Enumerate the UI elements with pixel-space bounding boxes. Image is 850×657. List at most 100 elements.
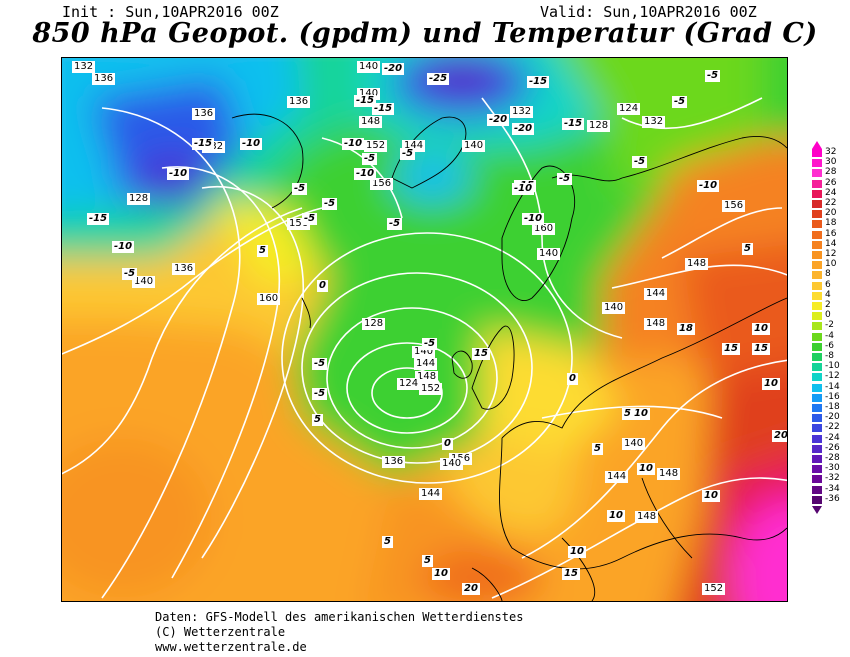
scale-level: 20 — [812, 208, 850, 219]
geopotential-label: 124 — [617, 103, 641, 115]
scale-swatch — [812, 424, 822, 433]
temperature-label: 5 — [422, 555, 433, 567]
temperature-label: -5 — [557, 173, 573, 185]
scale-tick-label: -24 — [825, 432, 840, 443]
geopotential-label: 152 — [419, 383, 443, 395]
scale-tick-label: 12 — [825, 249, 837, 259]
temperature-label: -5 — [302, 213, 318, 225]
geopotential-label: 144 — [644, 288, 668, 300]
temperature-label: -5 — [400, 148, 416, 160]
scale-level: -24 — [812, 432, 850, 443]
scale-tick-label: 6 — [825, 279, 831, 290]
scale-tick-label: -22 — [825, 422, 840, 433]
scale-level: 18 — [812, 218, 850, 229]
temperature-label: -20 — [382, 63, 405, 75]
scale-swatch — [812, 383, 822, 392]
scale-tick-label: -12 — [825, 371, 840, 382]
scale-tick-label: 14 — [825, 238, 837, 249]
geopotential-label: 156 — [722, 200, 746, 212]
geopotential-label: 148 — [644, 318, 668, 330]
scale-swatch — [812, 251, 822, 259]
scale-swatch — [812, 302, 822, 310]
scale-swatch — [812, 342, 822, 351]
scale-level: -26 — [812, 442, 850, 453]
temperature-label: 10 — [702, 490, 720, 502]
scale-tick-label: 4 — [825, 289, 831, 300]
scale-tick-label: -18 — [825, 402, 840, 412]
temperature-label: -25 — [427, 73, 450, 85]
geopotential-label: 148 — [635, 511, 659, 523]
scale-swatch — [812, 210, 822, 219]
scale-tick-label: 30 — [825, 157, 837, 168]
geopotential-label: 160 — [532, 223, 556, 235]
geopotential-label: 152 — [364, 140, 388, 152]
temperature-label: -10 — [167, 168, 190, 180]
temperature-label: 15 — [562, 568, 580, 580]
geopotential-label: 128 — [587, 120, 611, 132]
geopotential-label: 136 — [172, 263, 196, 275]
website-link[interactable]: www.wetterzentrale.de — [155, 640, 307, 654]
scale-tick-label: -36 — [825, 493, 840, 504]
scale-tick-label: 8 — [825, 269, 831, 280]
geopotential-label: 160 — [257, 293, 281, 305]
scale-swatch — [812, 159, 822, 168]
scale-swatch — [812, 230, 822, 239]
scale-swatch — [812, 271, 822, 280]
temperature-label: -10 — [522, 213, 545, 225]
temperature-label: -15 — [562, 118, 585, 130]
temperature-label: -5 — [422, 338, 438, 350]
geopotential-label: 140 — [537, 248, 561, 260]
scale-swatch — [812, 179, 822, 188]
geopotential-label: 136 — [92, 73, 116, 85]
copyright-credit: (C) Wetterzentrale — [155, 625, 286, 639]
geopotential-label: 140 — [440, 458, 464, 470]
scale-tick-label: 0 — [825, 310, 831, 321]
temperature-label: -15 — [372, 103, 395, 115]
temperature-label: -5 — [362, 153, 378, 165]
scale-swatch — [812, 373, 822, 382]
scale-level: -22 — [812, 422, 850, 433]
temperature-label: -5 — [387, 218, 403, 230]
scale-level: -6 — [812, 341, 850, 351]
temperature-label: 10 — [637, 463, 655, 475]
temperature-label: 10 — [752, 323, 770, 335]
geopotential-label: 140 — [622, 438, 646, 450]
temperature-label: -10 — [512, 183, 535, 195]
geopotential-label: 156 — [370, 178, 394, 190]
scale-level: 14 — [812, 238, 850, 249]
temperature-label: -5 — [312, 388, 328, 400]
geopotential-label: 124 — [397, 378, 421, 390]
geopotential-label: 128 — [362, 318, 386, 330]
scale-swatch — [812, 414, 822, 423]
scale-level: 4 — [812, 289, 850, 300]
scale-level: -14 — [812, 382, 850, 392]
geopotential-label: 128 — [127, 193, 151, 205]
temperature-label: -5 — [705, 70, 721, 82]
temperature-label: 20 — [462, 583, 480, 595]
scale-swatch — [812, 261, 822, 270]
geopotential-label: 140 — [462, 140, 486, 152]
geopotential-label: 148 — [685, 258, 709, 270]
scale-level: -36 — [812, 493, 850, 504]
geopotential-label: 132 — [72, 61, 96, 73]
temperature-label: 5 — [257, 245, 268, 257]
temperature-label: -10 — [112, 241, 135, 253]
temperature-label: 15 — [722, 343, 740, 355]
scale-tick-label: -26 — [825, 442, 840, 453]
scale-swatch — [812, 485, 822, 494]
scale-swatch — [812, 291, 822, 300]
scale-level: 2 — [812, 300, 850, 310]
temperature-label: -10 — [342, 138, 365, 150]
scale-level: -4 — [812, 331, 850, 341]
scale-tick-label: -2 — [825, 320, 834, 331]
scale-swatch — [812, 455, 822, 463]
scale-swatch — [812, 475, 822, 484]
scale-swatch — [812, 434, 822, 443]
data-source-credit: Daten: GFS-Modell des amerikanischen Wet… — [155, 610, 524, 624]
scale-swatch — [812, 189, 822, 198]
temperature-label: -10 — [354, 168, 377, 180]
scale-level: 22 — [812, 198, 850, 208]
scale-level: -8 — [812, 351, 850, 361]
scale-level: -16 — [812, 392, 850, 402]
scale-swatch — [812, 200, 822, 208]
